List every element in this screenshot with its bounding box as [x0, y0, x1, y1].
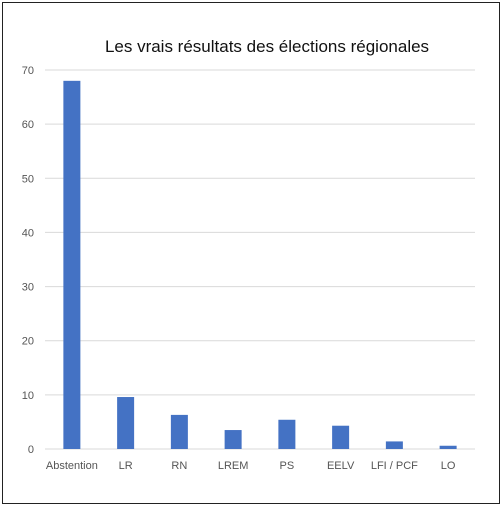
y-tick-label: 30: [22, 282, 34, 294]
bar-lfi-pcf: [385, 441, 403, 449]
x-category-label: EELV: [327, 460, 355, 472]
bar-abstention: [63, 80, 81, 449]
x-category-label: LREM: [218, 460, 249, 472]
x-category-label: PS: [280, 460, 295, 472]
bar-eelv: [332, 425, 350, 449]
y-tick-label: 70: [22, 65, 34, 77]
y-tick-label: 60: [22, 119, 34, 131]
chart-title: Les vrais résultats des élections région…: [105, 37, 429, 56]
x-axis-category-labels: Abstention LR RN LREM PS EELV LFI / PCF LO: [46, 460, 456, 472]
x-category-label: LFI / PCF: [371, 460, 418, 472]
gridlines: [45, 69, 475, 450]
bar-lrem: [224, 430, 242, 449]
chart-frame: [2, 2, 500, 504]
y-axis-tick-labels: 0 10 20 30 40 50 60 70: [22, 65, 34, 456]
y-tick-label: 40: [22, 227, 34, 239]
x-category-label: LO: [441, 460, 456, 472]
bar-ps: [278, 419, 296, 449]
bar-rn: [170, 414, 188, 449]
x-category-label: Abstention: [46, 460, 98, 472]
bar-lr: [117, 397, 135, 449]
y-tick-label: 20: [22, 336, 34, 348]
y-tick-label: 0: [28, 444, 34, 456]
bars: [63, 80, 457, 449]
y-tick-label: 50: [22, 173, 34, 185]
y-tick-label: 10: [22, 390, 34, 402]
x-category-label: LR: [119, 460, 133, 472]
bar-lo: [439, 445, 457, 449]
x-category-label: RN: [171, 460, 187, 472]
